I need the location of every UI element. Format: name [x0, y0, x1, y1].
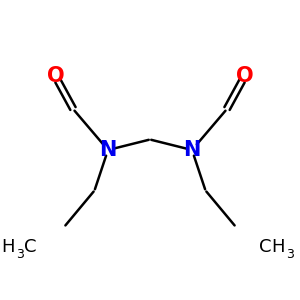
Text: 3: 3	[16, 248, 24, 261]
Text: H: H	[272, 238, 285, 256]
Text: O: O	[236, 67, 253, 86]
Text: O: O	[47, 67, 64, 86]
Text: N: N	[99, 140, 117, 160]
Text: H: H	[2, 238, 15, 256]
Text: C: C	[260, 238, 272, 256]
Text: N: N	[183, 140, 201, 160]
Text: 3: 3	[286, 248, 293, 261]
Text: C: C	[24, 238, 37, 256]
